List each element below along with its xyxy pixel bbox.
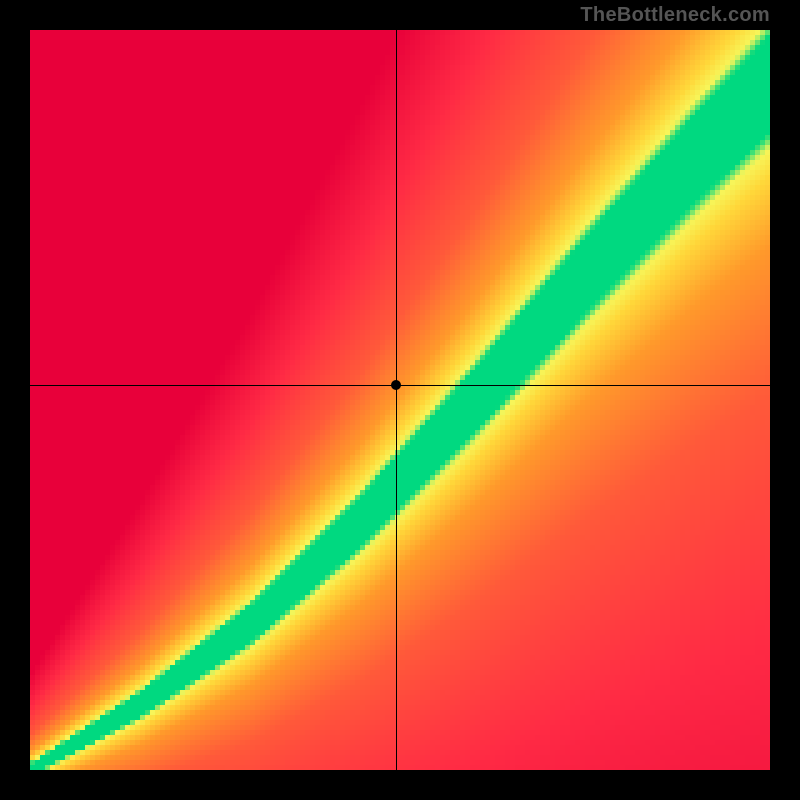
watermark-text: TheBottleneck.com bbox=[580, 4, 770, 27]
plot-area bbox=[30, 30, 770, 770]
chart-outer: TheBottleneck.com bbox=[0, 0, 800, 800]
heatmap-canvas bbox=[30, 30, 770, 770]
